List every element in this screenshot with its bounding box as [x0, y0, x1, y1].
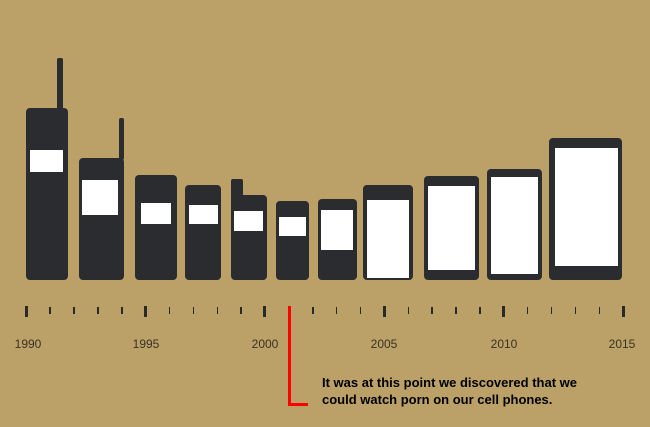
phone	[135, 175, 177, 280]
minor-tick	[335, 307, 338, 314]
minor-tick	[121, 307, 123, 314]
major-tick	[621, 306, 625, 317]
phone-screen	[234, 211, 263, 231]
minor-tick	[216, 307, 219, 314]
phone-screen	[428, 186, 475, 270]
annotation-caption: It was at this point we discovered that …	[322, 374, 642, 408]
phone-screen	[279, 217, 306, 236]
minor-tick	[73, 307, 75, 314]
minor-tick	[598, 307, 601, 314]
phone	[276, 201, 309, 280]
year-label-1995: 1995	[132, 337, 160, 351]
phone-screen	[30, 150, 63, 172]
phone-screen	[491, 177, 538, 274]
minor-tick	[192, 307, 195, 314]
minor-tick	[97, 307, 99, 314]
minor-tick	[526, 307, 529, 314]
year-label-1990: 1990	[14, 337, 42, 351]
annotation-line-2: could watch porn on our cell phones.	[322, 392, 553, 407]
major-tick	[24, 306, 28, 317]
phone-screen	[189, 205, 218, 224]
phone-screen	[555, 148, 618, 266]
phone-antenna	[231, 179, 243, 199]
minor-tick	[431, 307, 433, 314]
phone-antenna	[119, 118, 124, 160]
year-label-2015: 2015	[608, 337, 636, 351]
minor-tick	[49, 307, 51, 314]
phone-screen	[321, 210, 353, 250]
annotation-line-1: It was at this point we discovered that …	[322, 375, 577, 390]
year-label-2010: 2010	[490, 337, 518, 351]
minor-tick	[455, 307, 457, 314]
minor-tick	[407, 307, 410, 314]
phone	[185, 185, 221, 280]
year-label-2005: 2005	[370, 337, 398, 351]
phone-screen	[141, 203, 171, 224]
minor-tick	[550, 307, 553, 314]
annotation-marker-horizontal	[288, 403, 308, 406]
year-label-2000: 2000	[251, 337, 279, 351]
major-tick	[502, 306, 506, 317]
phone-screen	[82, 180, 118, 215]
major-tick	[263, 306, 267, 317]
minor-tick	[574, 307, 577, 314]
major-tick	[143, 306, 147, 317]
minor-tick	[312, 307, 314, 314]
phone	[79, 158, 124, 280]
phone-screen	[367, 200, 409, 278]
major-tick	[382, 306, 386, 317]
minor-tick	[168, 307, 171, 314]
phone-antenna	[57, 58, 63, 110]
minor-tick	[479, 307, 481, 314]
phone	[26, 108, 68, 280]
minor-tick	[240, 307, 242, 314]
minor-tick	[359, 307, 362, 314]
phone	[231, 195, 267, 280]
annotation-marker-vertical	[288, 306, 291, 406]
